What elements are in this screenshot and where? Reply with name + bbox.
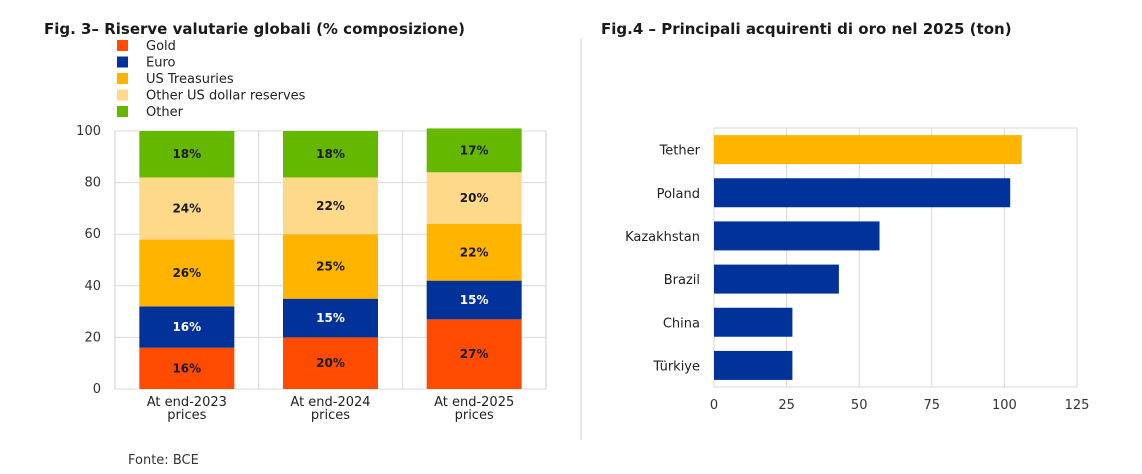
fig4-bar-5 xyxy=(714,350,793,380)
legend-swatch-4 xyxy=(117,106,128,117)
fig3-data-label-2-0: 27% xyxy=(460,347,489,361)
fig3-bar-segment-2-2 xyxy=(426,223,522,281)
legend-swatch-1 xyxy=(117,56,128,68)
fig4-category-label-5: Türkiye xyxy=(652,359,700,374)
fig4-grid xyxy=(713,127,1078,388)
fig3-data-label-0-4: 18% xyxy=(172,147,201,161)
fig3-xtick-1-1: prices xyxy=(311,408,350,423)
fig3-ytick-3: 60 xyxy=(84,227,101,242)
fig4-xtick-3: 75 xyxy=(924,398,941,413)
legend-label-3: Other US dollar reserves xyxy=(146,89,306,104)
fig3-data-label-0-1: 16% xyxy=(172,320,201,334)
fig3-title: Fig. 3– Riserve valutarie globali (% com… xyxy=(44,20,465,38)
legend-swatch-2 xyxy=(117,73,128,84)
fig3-ytick-2: 40 xyxy=(84,279,101,294)
fig4-category-label-3: Brazil xyxy=(664,273,700,288)
fig3-data-label-2-3: 20% xyxy=(460,191,489,205)
fig3-bar-segment-1-0 xyxy=(283,337,378,389)
legend-label-2: US Treasuries xyxy=(146,72,234,87)
fig3-bar-segment-1-3 xyxy=(283,177,378,235)
fig3-bar-segment-0-4 xyxy=(139,131,235,178)
fig3-data-label-2-1: 15% xyxy=(460,293,489,307)
fig3-ytick-0: 0 xyxy=(93,382,101,397)
fig4-category-label-1: Poland xyxy=(657,187,700,202)
fig3-data-label-0-0: 16% xyxy=(172,361,201,375)
fig3-data-label-2-2: 22% xyxy=(460,245,489,259)
fig3-ytick-4: 80 xyxy=(84,176,101,191)
fig3-bar-segment-2-3 xyxy=(426,172,522,224)
legend-label-1: Euro xyxy=(146,56,176,71)
fig3-data-label-0-2: 26% xyxy=(172,266,201,280)
fig4-xtick-4: 100 xyxy=(992,398,1017,413)
fig3-bar-segment-0-1 xyxy=(139,306,235,348)
legend-label-0: Gold xyxy=(146,39,176,54)
fig3-ytick-1: 20 xyxy=(84,330,101,345)
fig4-xtick-5: 125 xyxy=(1065,398,1090,413)
fig3-bar-segment-0-0 xyxy=(139,347,235,389)
fig3-xtick-0-0: At end-2023 xyxy=(147,395,227,410)
fig3-ytick-5: 100 xyxy=(76,124,101,139)
fig4-bar-2 xyxy=(714,221,880,251)
fig4-xtick-2: 50 xyxy=(851,398,868,413)
fig3-data-label-1-1: 15% xyxy=(316,311,345,325)
fig3-data-label-0-3: 24% xyxy=(172,201,201,215)
fig4-title: Fig.4 – Principali acquirenti di oro nel… xyxy=(601,20,1012,38)
fig3-xtick-2-0: At end-2025 xyxy=(434,395,514,410)
fig4-bar-0 xyxy=(714,135,1022,165)
fig4-bars xyxy=(714,135,1022,380)
fig3-bar-segment-0-3 xyxy=(139,177,235,240)
gold-buyers-chart: Fig.4 – Principali acquirenti di oro nel… xyxy=(601,20,1089,413)
legend-label-4: Other xyxy=(146,105,184,120)
fig3-bar-segment-1-1 xyxy=(283,298,378,338)
fig3-bar-segment-1-4 xyxy=(283,131,378,178)
fig4-bar-3 xyxy=(714,264,839,294)
fig4-category-label-2: Kazakhstan xyxy=(625,230,700,245)
legend-swatch-0 xyxy=(117,40,128,51)
fig4-xtick-0: 0 xyxy=(710,398,718,413)
fig3-data-label-1-3: 22% xyxy=(316,199,345,213)
fig3-data-label-1-0: 20% xyxy=(316,356,345,370)
reserves-composition-chart: Fig. 3– Riserve valutarie globali (% com… xyxy=(44,20,547,423)
fig4-bar-1 xyxy=(714,178,1011,208)
fig3-bar-segment-2-0 xyxy=(426,319,522,389)
fig3-bars: 16% 16% 26% 24% 18% 20% 15% 25% 22% 18% 27% 15% 22% 2… xyxy=(139,128,522,389)
fig4-plot-frame xyxy=(713,127,1078,388)
legend-swatch-3 xyxy=(117,89,128,101)
source-note: Fonte: BCE xyxy=(128,453,199,468)
fig3-data-label-1-4: 18% xyxy=(316,147,345,161)
fig3-xtick-1-0: At end-2024 xyxy=(290,395,370,410)
fig4-xtick-1: 25 xyxy=(778,398,795,413)
fig4-category-label-4: China xyxy=(663,316,700,331)
fig4-category-label-0: Tether xyxy=(659,144,701,159)
fig4-axes: Tether Poland Kazakhstan Brazil China Türkiye… xyxy=(625,144,1089,413)
fig3-data-label-1-2: 25% xyxy=(316,259,345,273)
fig4-bar-4 xyxy=(714,307,793,337)
fig3-data-label-2-4: 17% xyxy=(460,143,489,157)
fig3-bar-segment-2-1 xyxy=(426,280,522,320)
fig3-bar-segment-2-4 xyxy=(426,128,522,173)
fig3-bar-segment-0-2 xyxy=(139,239,235,307)
fig3-xtick-0-1: prices xyxy=(167,408,206,423)
fig3-xtick-2-1: prices xyxy=(455,408,494,423)
fig3-bar-segment-1-2 xyxy=(283,234,378,299)
